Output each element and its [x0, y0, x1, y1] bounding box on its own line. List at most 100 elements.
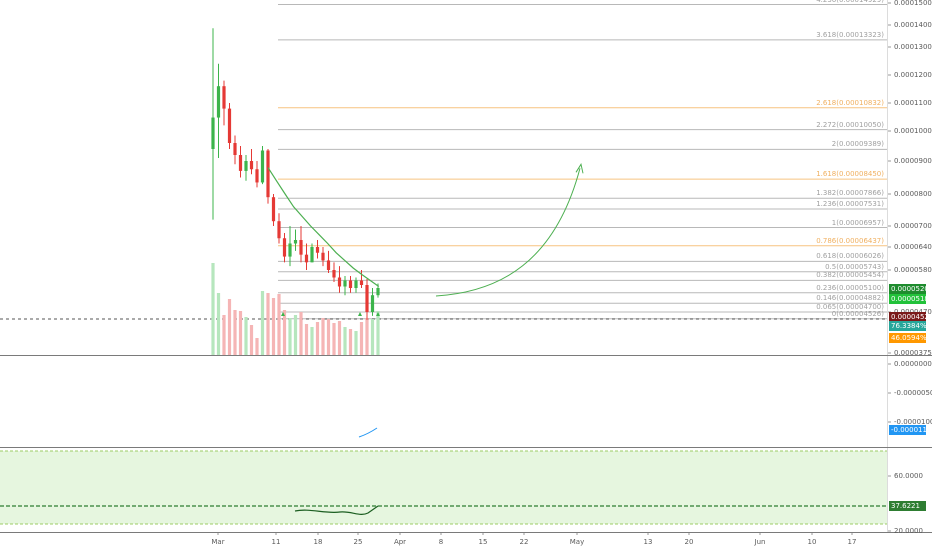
fib-level-label: 0(0.00004526)	[831, 309, 884, 318]
time-tick-label: Mar	[211, 538, 225, 546]
time-tick-label: Jun	[754, 538, 766, 546]
candle-body	[216, 86, 221, 118]
candle-body	[255, 169, 259, 183]
price-tag: 76.3384%	[889, 321, 927, 331]
macd-price-tag: -0.00001130	[889, 425, 932, 435]
candle-body	[348, 280, 353, 288]
volume-bar	[365, 318, 369, 355]
time-tick-label: 20	[684, 538, 694, 546]
volume-bar	[260, 291, 265, 355]
candle-body	[326, 260, 331, 270]
volume-bar	[359, 322, 364, 355]
price-scale-border	[887, 0, 888, 532]
candle-body	[321, 252, 325, 261]
fib-level-label: 1.382(0.00007866)	[816, 189, 884, 198]
candle-body	[277, 221, 281, 239]
volume-bar	[255, 338, 259, 355]
volume-bar	[299, 312, 303, 355]
volume-bar	[304, 324, 309, 355]
volume-bar	[288, 318, 292, 355]
price-tag: 0.00005184	[889, 294, 932, 304]
fib-level-label: 0.786(0.00006437)	[816, 236, 884, 245]
fib-level-label: 0.618(0.00006026)	[816, 252, 884, 261]
volume-bar	[348, 329, 353, 355]
candle-body	[359, 280, 364, 285]
volume-bar	[216, 293, 221, 355]
pane-divider[interactable]	[0, 355, 932, 356]
price-tag: 0.00004524	[889, 312, 932, 322]
projection-arrow	[435, 168, 581, 297]
candle-body	[315, 247, 320, 253]
candle-body	[238, 155, 243, 171]
rsi-price-tag: 37.6221	[889, 501, 926, 511]
fib-level-label: 1.236(0.00007531)	[816, 200, 884, 208]
candle-body	[337, 277, 342, 287]
rsi-line	[294, 505, 379, 515]
volume-bar	[233, 310, 237, 355]
volume-bar	[315, 322, 320, 355]
moving-average-line	[267, 167, 380, 287]
signal-marker	[376, 312, 380, 316]
volume-bar	[354, 331, 358, 355]
volume-bar	[249, 325, 254, 355]
fib-level-label: 0.065(0.00004700)	[816, 303, 884, 311]
candle-body	[211, 117, 215, 149]
candle-body	[249, 161, 254, 170]
candle-body	[288, 243, 292, 257]
time-axis-divider	[0, 532, 932, 533]
volume-bar	[222, 315, 226, 355]
fib-level-label: 0.146(0.00004882)	[816, 294, 884, 303]
signal-marker	[358, 312, 362, 316]
volume-bar	[282, 310, 287, 355]
fib-level-label: 2.618(0.00010832)	[816, 98, 884, 107]
candle-body	[260, 150, 265, 183]
time-tick-label: May	[569, 538, 585, 546]
fib-level-label: 0.236(0.00005100)	[816, 283, 884, 292]
time-tick-label: 15	[478, 538, 488, 546]
time-tick-label: Apr	[393, 538, 407, 546]
macd-tick-label: -0.00001000	[894, 418, 932, 426]
price-tag: 46.0594%	[889, 333, 927, 343]
candle-body	[244, 161, 248, 171]
macd-tick-label: -0.00000500	[894, 389, 932, 397]
time-tick-label: 10	[807, 538, 817, 546]
time-tick-label: 25	[353, 538, 363, 546]
candle-body	[376, 288, 380, 296]
candle-body	[271, 197, 276, 222]
time-tick-label: 11	[271, 538, 281, 546]
volume-bar	[244, 317, 248, 355]
candle-body	[304, 254, 309, 263]
macd-line	[358, 427, 378, 438]
volume-bar	[271, 298, 276, 355]
pane-divider[interactable]	[0, 447, 932, 448]
candle-body	[370, 295, 375, 312]
fib-level-label: 3.618(0.00013323)	[816, 30, 884, 39]
volume-bar	[266, 293, 270, 355]
time-tick-label: 22	[519, 538, 529, 546]
fib-level-label: 1(0.00006957)	[831, 218, 884, 227]
fib-level-label: 1.618(0.00008450)	[816, 170, 884, 179]
volume-bar	[238, 311, 243, 355]
candle-body	[266, 150, 270, 198]
fib-level-label: 2(0.00009389)	[831, 140, 884, 149]
volume-bar	[337, 321, 342, 355]
candle-body	[332, 270, 336, 278]
candle-body	[222, 86, 226, 109]
candle-body	[233, 143, 237, 155]
candle-body	[343, 280, 347, 287]
volume-bar	[321, 318, 325, 355]
candle-body	[293, 240, 298, 244]
rsi-tick-label: 20.0000	[894, 527, 923, 535]
candle-body	[299, 240, 303, 255]
